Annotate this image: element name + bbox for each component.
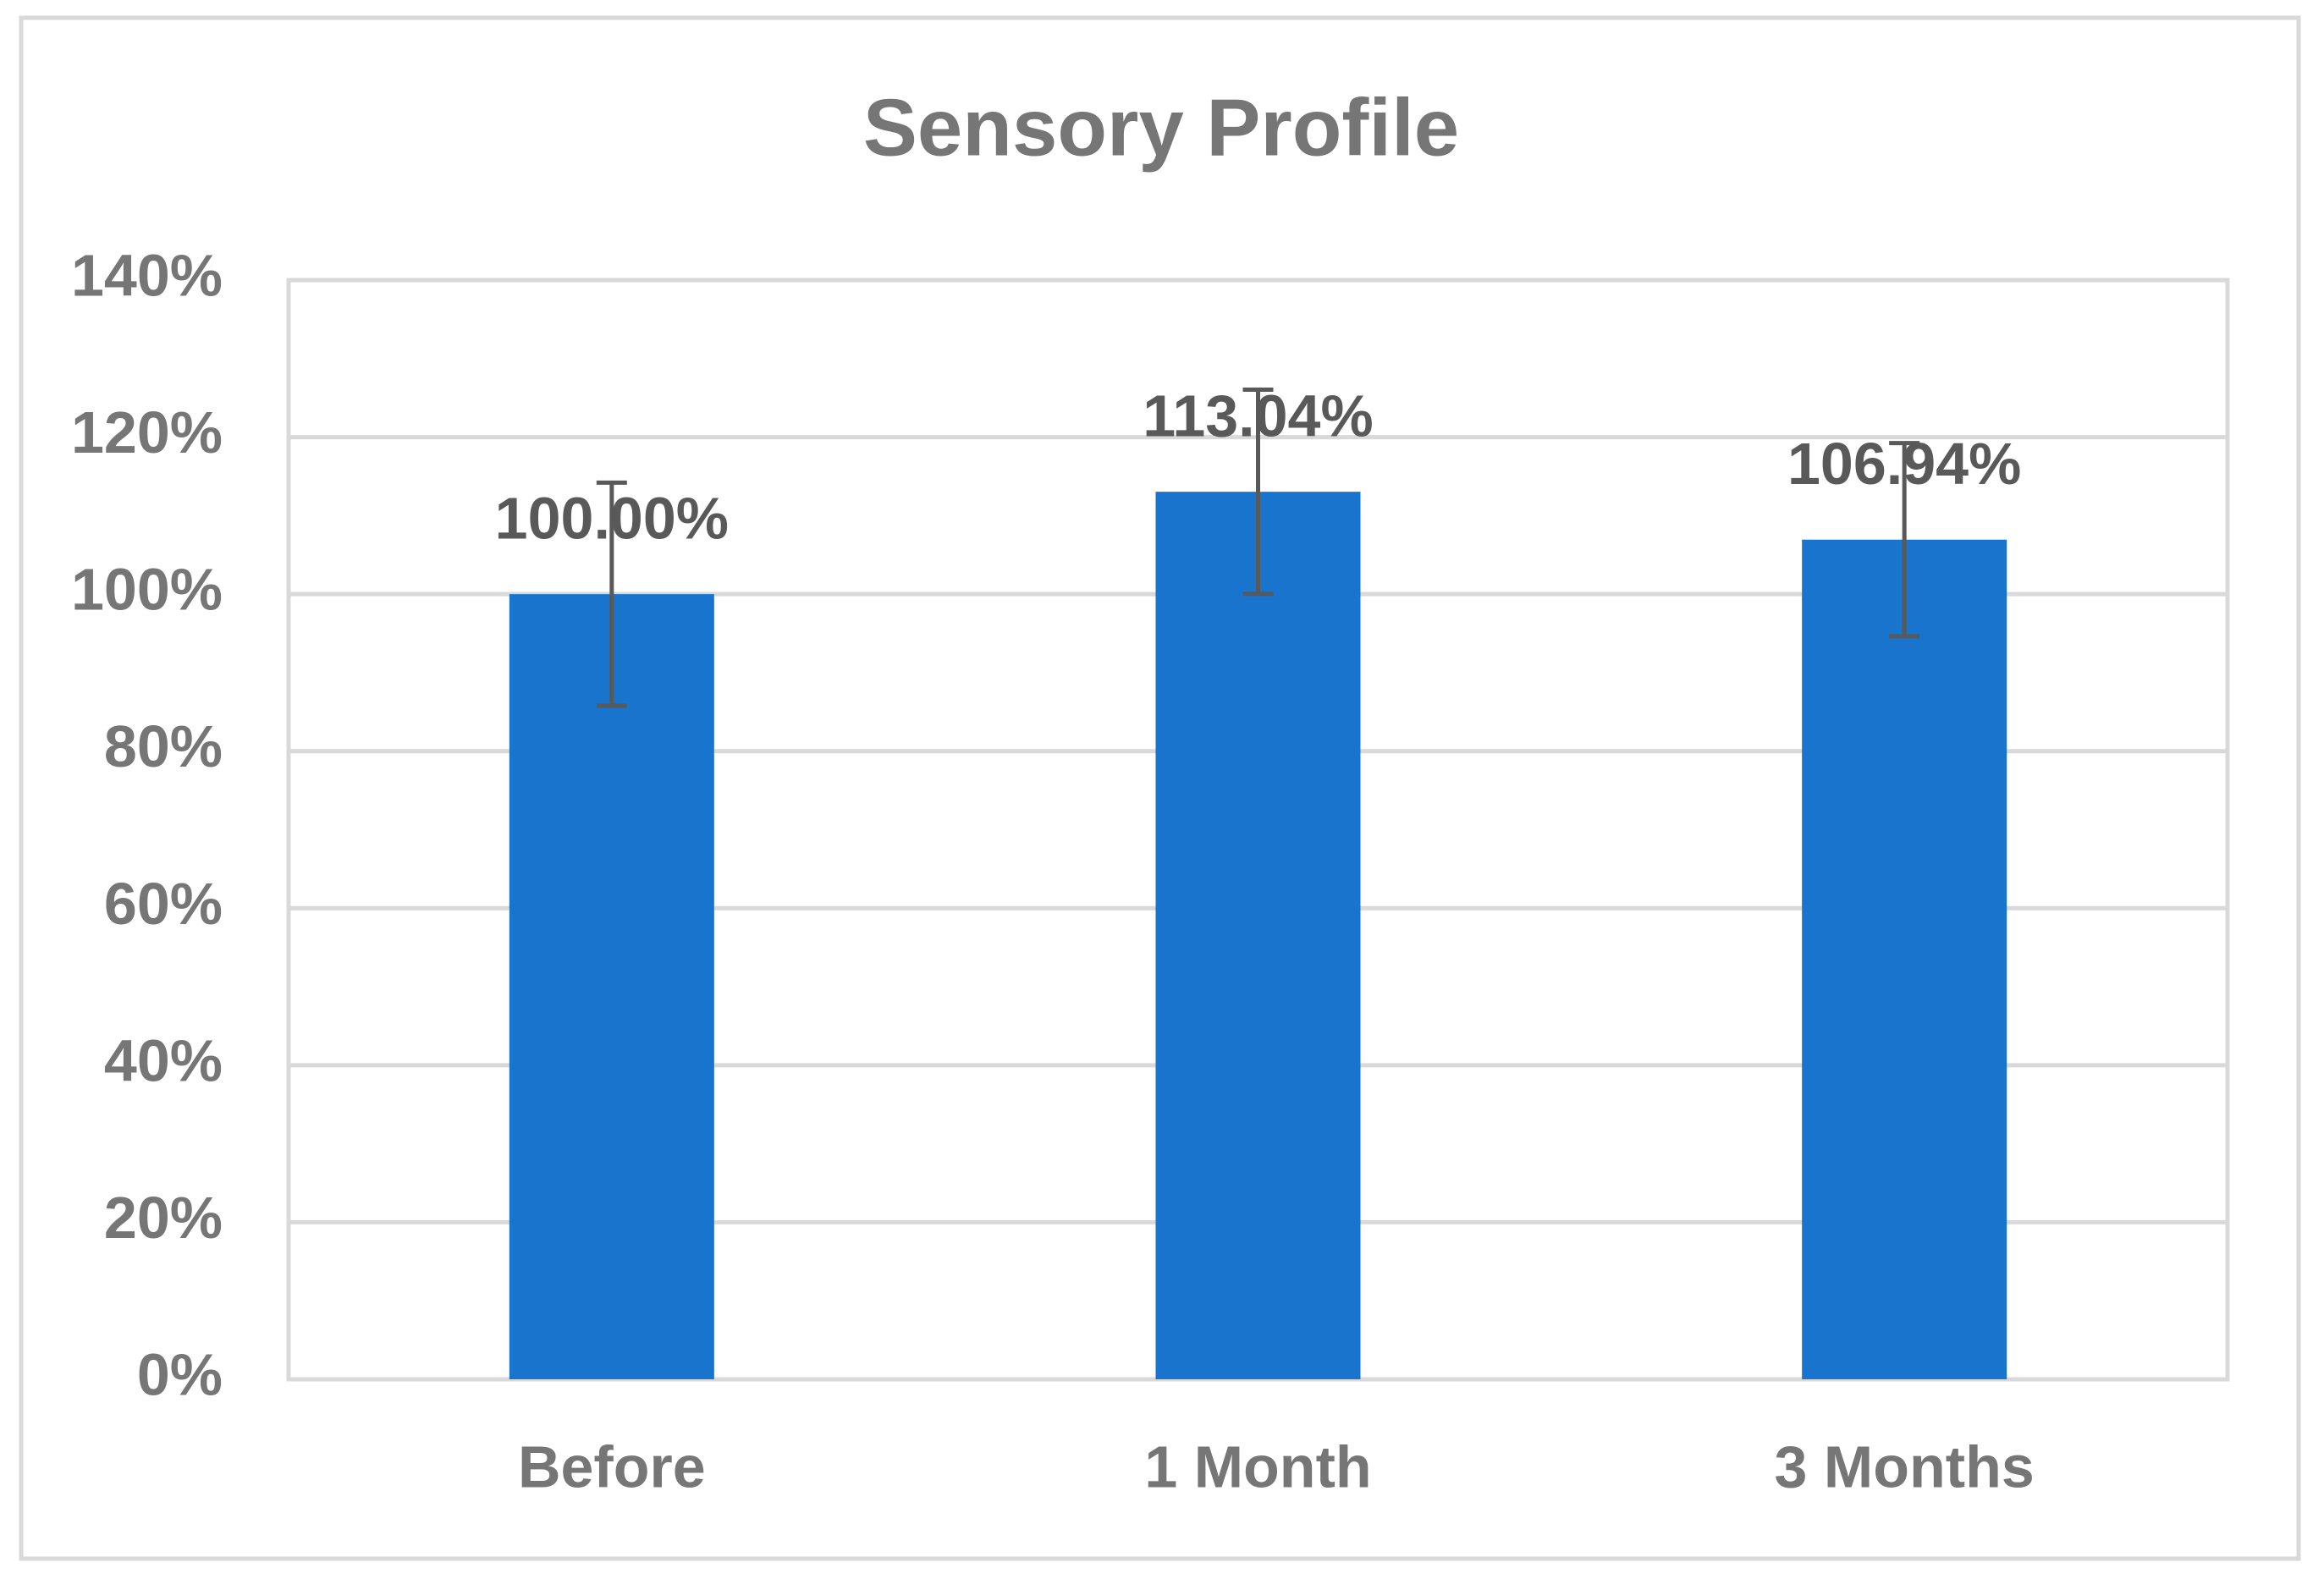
error-bar (1242, 388, 1274, 597)
data-label: 100.00% (495, 486, 729, 552)
bar (1155, 492, 1361, 1379)
x-tick-label: 1 Month (1144, 1433, 1371, 1499)
x-tick-label: Before (518, 1433, 706, 1499)
y-tick-label: 60% (104, 871, 223, 937)
data-label: 113.04% (1143, 383, 1373, 449)
data-label: 106.94% (1787, 431, 2021, 497)
chart-title: Sensory Profile (863, 82, 1459, 173)
bar (1802, 539, 2007, 1379)
y-tick-label: 20% (104, 1185, 223, 1251)
error-bar (596, 480, 627, 708)
y-tick-label: 40% (104, 1027, 223, 1093)
y-tick-label: 100% (71, 557, 223, 623)
y-tick-label: 80% (104, 713, 223, 779)
bar (509, 594, 714, 1379)
x-tick-label: 3 Months (1775, 1433, 2035, 1499)
y-tick-label: 0% (137, 1341, 223, 1407)
y-tick-label: 140% (71, 242, 223, 308)
error-bar (1889, 441, 1920, 639)
y-tick-label: 120% (71, 399, 223, 465)
